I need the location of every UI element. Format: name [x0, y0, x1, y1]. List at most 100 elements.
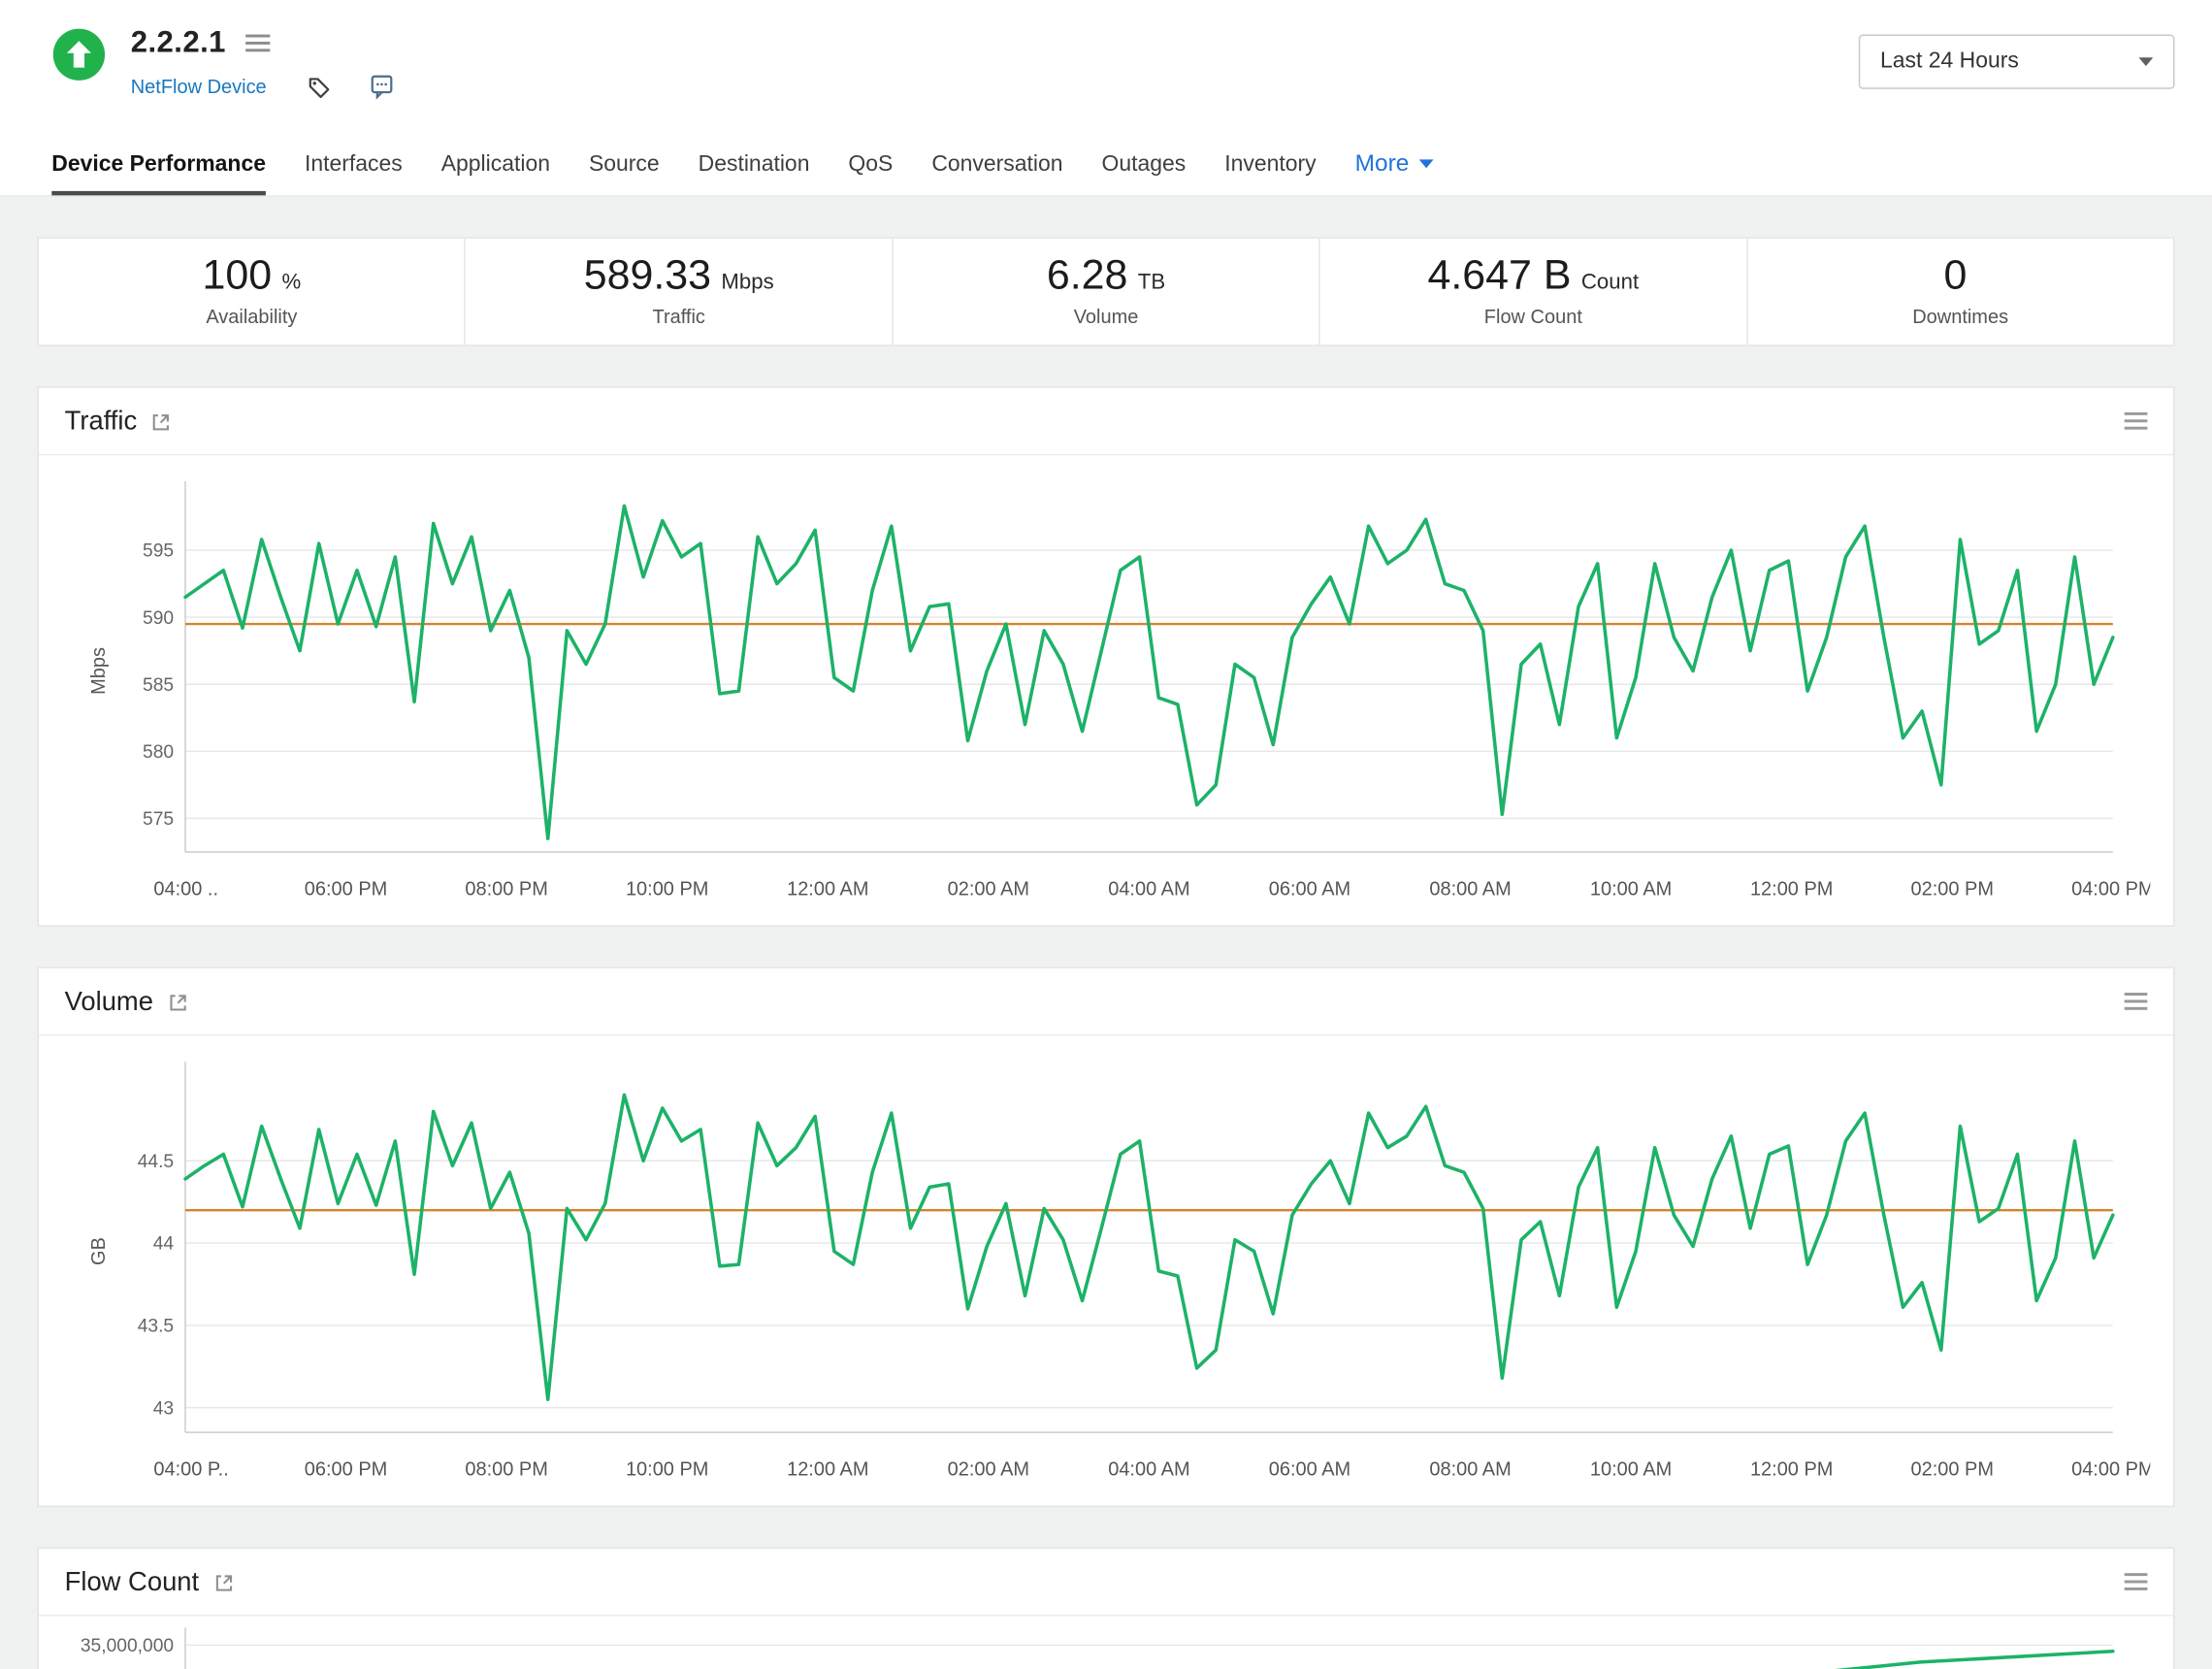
svg-text:02:00 AM: 02:00 AM	[948, 878, 1029, 900]
flow-count-chart[interactable]: 35,000,000	[62, 1624, 2151, 1669]
svg-text:575: 575	[143, 809, 174, 830]
chevron-down-icon	[2138, 57, 2154, 67]
traffic-chart[interactable]: 575 580 585 590 595 04:00 .. 06:00 PM 08:00 PM 1…	[62, 467, 2155, 912]
svg-text:10:00 AM: 10:00 AM	[1590, 878, 1672, 900]
device-menu-icon[interactable]	[245, 30, 271, 56]
stat-value: 100	[202, 252, 273, 299]
stat-availability: 100% Availability	[39, 239, 465, 345]
stat-traffic: 589.33 Mbps Traffic	[464, 238, 892, 345]
tab-outages[interactable]: Outages	[1101, 151, 1187, 178]
traffic-panel: Traffic 575 580 585 590 595 04:00 .. 06:00 PM 0…	[37, 386, 2175, 927]
svg-text:43: 43	[153, 1398, 174, 1419]
svg-text:10:00 AM: 10:00 AM	[1590, 1458, 1672, 1480]
tab-device-performance[interactable]: Device Performance	[51, 152, 266, 196]
panel-menu-icon[interactable]	[2124, 989, 2148, 1015]
stat-downtimes: 0 Downtimes	[1745, 238, 2173, 345]
svg-text:04:00 AM: 04:00 AM	[1108, 878, 1189, 900]
svg-text:12:00 PM: 12:00 PM	[1750, 878, 1833, 900]
device-status-up-icon	[51, 27, 106, 82]
svg-text:06:00 AM: 06:00 AM	[1269, 1458, 1350, 1480]
time-range-select[interactable]: Last 24 Hours	[1858, 34, 2175, 89]
open-in-new-icon[interactable]	[168, 993, 188, 1013]
stat-unit: %	[281, 270, 302, 295]
stat-label: Traffic	[652, 306, 705, 328]
tag-icon[interactable]	[307, 76, 330, 99]
tab-inventory[interactable]: Inventory	[1224, 151, 1317, 178]
time-range-value: Last 24 Hours	[1879, 49, 2019, 74]
tab-more[interactable]: More	[1355, 150, 1434, 195]
tab-bar: Device Performance Interfaces Applicatio…	[0, 138, 2212, 197]
stat-label: Volume	[1073, 306, 1139, 328]
device-type-link[interactable]: NetFlow Device	[130, 76, 267, 98]
content: 100% Availability 589.33 Mbps Traffic 6.2…	[0, 196, 2212, 1669]
svg-text:GB: GB	[88, 1237, 110, 1265]
stat-value: 6.28	[1046, 252, 1128, 299]
device-text: 2.2.2.1 NetFlow Device	[131, 26, 395, 100]
svg-text:04:00 P..: 04:00 P..	[153, 1458, 228, 1480]
svg-text:12:00 AM: 12:00 AM	[787, 878, 868, 900]
svg-text:12:00 PM: 12:00 PM	[1750, 1458, 1833, 1480]
svg-text:02:00 PM: 02:00 PM	[1911, 1458, 1994, 1480]
tab-conversation[interactable]: Conversation	[931, 151, 1063, 178]
stat-label: Downtimes	[1912, 306, 2009, 328]
flow-count-panel: Flow Count 35,000,000	[37, 1547, 2175, 1669]
svg-text:44.5: 44.5	[138, 1152, 174, 1172]
svg-text:595: 595	[143, 541, 174, 562]
volume-chart[interactable]: 43 43.5 44 44.5 04:00 P.. 06:00 PM 08:00 PM 10:…	[62, 1047, 2155, 1492]
svg-text:04:00 ..: 04:00 ..	[153, 878, 218, 900]
stat-label: Flow Count	[1483, 306, 1582, 328]
svg-text:04:00 PM: 04:00 PM	[2071, 878, 2150, 900]
svg-text:10:00 PM: 10:00 PM	[626, 878, 708, 900]
volume-panel: Volume 43 43.5 44 44.5 04:00 P.. 06:00 PM 08:0…	[37, 966, 2175, 1508]
flow-count-panel-title: Flow Count	[64, 1565, 200, 1596]
panel-menu-icon[interactable]	[2124, 408, 2148, 434]
svg-text:43.5: 43.5	[138, 1317, 174, 1337]
stat-value: 4.647 B	[1427, 252, 1572, 299]
chevron-down-icon	[1418, 159, 1434, 169]
stat-volume: 6.28 TB Volume	[892, 238, 1318, 345]
svg-text:08:00 PM: 08:00 PM	[465, 1458, 547, 1480]
traffic-panel-title: Traffic	[64, 405, 138, 436]
device-title: 2.2.2.1	[130, 25, 226, 59]
svg-text:06:00 AM: 06:00 AM	[1269, 878, 1350, 900]
svg-text:08:00 AM: 08:00 AM	[1429, 878, 1511, 900]
stat-flow-count: 4.647 B Count Flow Count	[1318, 238, 1745, 345]
svg-text:08:00 AM: 08:00 AM	[1429, 1458, 1511, 1480]
tab-more-label: More	[1354, 150, 1410, 178]
svg-text:35,000,000: 35,000,000	[81, 1636, 174, 1656]
stat-unit: Mbps	[721, 270, 774, 295]
svg-text:04:00 PM: 04:00 PM	[2071, 1458, 2150, 1480]
svg-text:08:00 PM: 08:00 PM	[465, 878, 547, 900]
svg-text:580: 580	[143, 742, 174, 763]
svg-text:02:00 PM: 02:00 PM	[1911, 878, 1994, 900]
tab-application[interactable]: Application	[440, 151, 550, 178]
tab-interfaces[interactable]: Interfaces	[304, 151, 403, 178]
svg-text:06:00 PM: 06:00 PM	[305, 878, 387, 900]
stat-unit: TB	[1137, 270, 1166, 295]
tab-destination[interactable]: Destination	[698, 151, 810, 178]
svg-text:Mbps: Mbps	[88, 647, 110, 695]
tab-qos[interactable]: QoS	[848, 151, 894, 178]
device-header: 2.2.2.1 NetFlow Device	[51, 26, 2212, 100]
panel-menu-icon[interactable]	[2124, 1569, 2148, 1595]
svg-text:04:00 AM: 04:00 AM	[1108, 1458, 1189, 1480]
stat-value: 589.33	[583, 252, 712, 299]
stat-unit: Count	[1580, 270, 1640, 295]
svg-text:44: 44	[153, 1234, 175, 1255]
stat-value: 0	[1943, 252, 1968, 299]
tab-source[interactable]: Source	[588, 151, 660, 178]
topbar: 2.2.2.1 NetFlow Device	[0, 0, 2212, 139]
svg-text:06:00 PM: 06:00 PM	[305, 1458, 387, 1480]
svg-text:02:00 AM: 02:00 AM	[948, 1458, 1029, 1480]
summary-stats: 100% Availability 589.33 Mbps Traffic 6.2…	[37, 237, 2175, 346]
svg-text:585: 585	[143, 675, 174, 696]
svg-text:12:00 AM: 12:00 AM	[787, 1458, 868, 1480]
volume-panel-title: Volume	[64, 985, 153, 1016]
open-in-new-icon[interactable]	[151, 412, 172, 433]
svg-text:10:00 PM: 10:00 PM	[626, 1458, 708, 1480]
open-in-new-icon[interactable]	[213, 1573, 234, 1593]
svg-text:590: 590	[143, 608, 174, 629]
stat-label: Availability	[206, 306, 298, 328]
notes-icon[interactable]	[370, 75, 394, 100]
